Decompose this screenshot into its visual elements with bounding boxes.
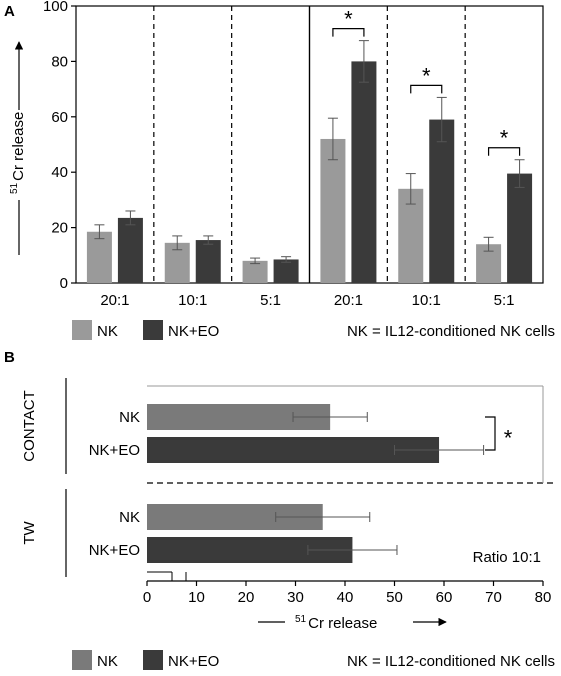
panel-a-legend: NK NK+EO NK = IL12-conditioned NK cells (72, 320, 555, 340)
x-tick-label: 0 (143, 589, 151, 606)
bar-nk-eo (147, 437, 440, 463)
bar-label: NK+EO (89, 542, 140, 559)
bar-nk-eo (273, 259, 299, 283)
significance-star: * (500, 126, 509, 151)
legend-a-note: NK = IL12-conditioned NK cells (347, 323, 555, 340)
panel-b-legend: NK NK+EO NK = IL12-conditioned NK cells (72, 650, 555, 670)
svg-text:51Cr release: 51Cr release (295, 614, 377, 632)
panel-b-label: B (4, 349, 15, 366)
significance-star: * (422, 63, 431, 88)
significance-star: * (504, 426, 513, 451)
x-tick-label: 10:1 (412, 292, 441, 309)
bar-nk-eo (195, 240, 221, 283)
bar-label: NK+EO (89, 442, 140, 459)
panel-a-plot-frame (75, 5, 544, 284)
bar-nk-eo (117, 217, 143, 283)
panel-b-bars: NK NK+EO NK NK+EO (89, 404, 440, 563)
bar-label: NK (119, 409, 140, 426)
group-label-tw: TW (21, 521, 38, 545)
bar-nk (242, 260, 268, 283)
legend-b-note: NK = IL12-conditioned NK cells (347, 653, 555, 670)
x-tick-label: 40 (337, 589, 354, 606)
significance-bracket (332, 28, 365, 37)
legend-a-swatch-nk-eo (143, 320, 163, 340)
x-tick-label: 20 (238, 589, 255, 606)
x-tick-label: 5:1 (494, 292, 515, 309)
panel-a-label: A (4, 3, 15, 20)
x-label-superscript: 51 (295, 614, 307, 625)
x-tick-label: 80 (535, 589, 552, 606)
bar-nk-eo (507, 173, 533, 283)
panel-b-error-bars (275, 412, 485, 555)
panel-b-x-ticks: 0 10 20 30 40 50 60 70 80 (143, 571, 552, 606)
bar-nk (320, 138, 346, 283)
significance-bracket (485, 416, 496, 451)
x-tick-label: 10:1 (178, 292, 207, 309)
bar-nk (86, 231, 112, 283)
x-tick-label: 60 (436, 589, 453, 606)
panel-b-significance: * (485, 416, 513, 451)
y-label-superscript: 51 (9, 182, 20, 194)
significance-bracket (410, 84, 443, 94)
panel-a-x-tick-labels: 20:1 10:1 5:1 20:1 10:1 5:1 (100, 292, 514, 309)
legend-b-swatch-nk (72, 650, 92, 670)
panel-a-gridlines (153, 6, 466, 283)
panel-b-group-brackets: CONTACT TW (21, 378, 555, 577)
x-tick-label: 10 (188, 589, 205, 606)
panel-b-x-axis-label: 51 Cr release (258, 614, 447, 632)
y-tick-label: 60 (51, 109, 68, 126)
x-tick-label: 30 (287, 589, 304, 606)
legend-a-swatch-nk (72, 320, 92, 340)
y-tick-label: 80 (51, 53, 68, 70)
panel-a-y-axis-label: 51Cr release (9, 41, 27, 255)
group-label-contact: CONTACT (21, 390, 38, 461)
panel-a-y-ticks: 0 20 40 60 80 100 (43, 0, 76, 292)
x-label-text: Cr release (308, 615, 377, 632)
svg-text:51Cr release: 51Cr release (9, 112, 27, 194)
legend-b-label-nk: NK (97, 653, 118, 670)
x-tick-label: 70 (485, 589, 502, 606)
legend-a-label-nk: NK (97, 323, 118, 340)
panel-a-significance: * * * (332, 7, 521, 156)
y-tick-label: 40 (51, 164, 68, 181)
y-tick-label: 20 (51, 220, 68, 237)
legend-b-label-nk-eo: NK+EO (168, 653, 219, 670)
panel-b-ratio-annotation: Ratio 10:1 (473, 549, 541, 566)
x-tick-label: 20:1 (100, 292, 129, 309)
panel-a-error-bars (94, 40, 525, 265)
y-label-text: Cr release (10, 112, 27, 181)
y-tick-label: 100 (43, 0, 68, 15)
legend-a-label-nk-eo: NK+EO (168, 323, 219, 340)
bar-nk-eo (429, 119, 455, 283)
x-tick-label: 5:1 (260, 292, 281, 309)
bar-label: NK (119, 509, 140, 526)
x-tick-label: 50 (386, 589, 403, 606)
panel-a-bars (86, 61, 533, 284)
panel-a: A 0 20 40 60 80 100 * * * 20:1 10:1 5:1 20:1 10:1 5:… (4, 0, 555, 340)
legend-b-swatch-nk-eo (143, 650, 163, 670)
x-tick-label: 20:1 (334, 292, 363, 309)
y-tick-label: 0 (60, 275, 68, 292)
bar-nk-eo (351, 61, 377, 284)
significance-bracket (487, 147, 521, 156)
significance-star: * (344, 7, 353, 32)
